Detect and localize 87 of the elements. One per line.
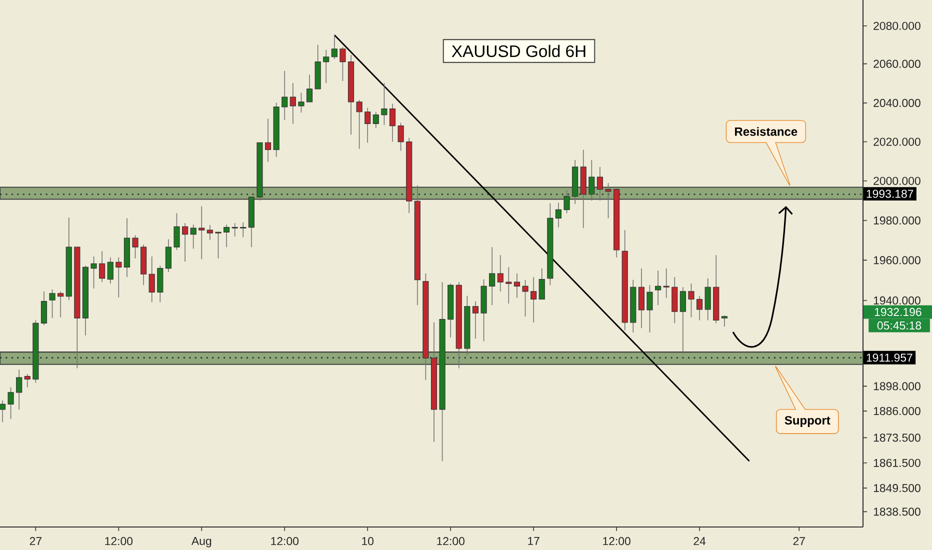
candlestick xyxy=(215,232,222,259)
x-tick-label: 12:00 xyxy=(271,537,299,546)
candlestick xyxy=(0,400,6,423)
candlestick xyxy=(381,82,388,126)
candlestick xyxy=(282,70,288,120)
candlestick xyxy=(182,222,188,262)
y-tick-label: 1861.500 xyxy=(874,458,920,467)
candlestick xyxy=(190,224,196,250)
candlestick xyxy=(331,34,338,60)
candlestick xyxy=(538,268,545,300)
candlestick xyxy=(16,369,22,410)
candlestick xyxy=(356,100,362,150)
candlestick xyxy=(240,222,246,238)
candlestick xyxy=(264,118,272,162)
y-tick-label: 2040.000 xyxy=(874,98,920,108)
x-tick-label: 10 xyxy=(362,537,374,546)
candlestick xyxy=(646,284,653,333)
candlestick xyxy=(107,256,114,284)
candlestick xyxy=(298,92,304,114)
y-tick-label: 1886.000 xyxy=(874,407,920,416)
y-tick-label: 1940.000 xyxy=(874,296,920,305)
candlestick xyxy=(389,103,396,142)
text: 05:45:18 xyxy=(877,321,922,330)
candlestick xyxy=(206,224,213,240)
ref-line-label: 1911.957 xyxy=(866,354,912,362)
candlestick xyxy=(522,279,528,317)
candlestick xyxy=(232,222,238,237)
candlestick xyxy=(8,386,14,420)
candlestick xyxy=(555,202,562,228)
x-tick-label: 27 xyxy=(793,537,805,546)
candlestick xyxy=(340,46,346,82)
y-tick-label: 1960.000 xyxy=(874,256,920,264)
candlestick xyxy=(721,314,728,327)
candlestick xyxy=(290,82,296,124)
candlestick xyxy=(398,122,404,152)
candlestick xyxy=(514,273,520,298)
x-tick-label: 12:00 xyxy=(105,537,133,546)
candlestick xyxy=(663,268,670,298)
candlestick xyxy=(489,246,496,306)
candlestick xyxy=(704,278,711,321)
candlestick xyxy=(364,107,371,144)
candlestick xyxy=(530,276,537,323)
candlestick xyxy=(680,286,686,354)
candlestick xyxy=(90,256,97,289)
candlestick xyxy=(688,283,694,318)
candlestick xyxy=(132,234,138,259)
candlestick xyxy=(24,374,30,388)
candlestick xyxy=(497,254,504,292)
candlestick xyxy=(40,291,48,326)
candlestick xyxy=(472,300,479,339)
candlestick xyxy=(306,74,313,102)
y-tick-label: 1898.000 xyxy=(874,382,920,390)
text: XAUUSD Gold 6H xyxy=(452,44,586,58)
candlestick xyxy=(696,295,703,321)
x-tick-label: 12:00 xyxy=(603,537,630,546)
annotation: Resistance xyxy=(735,127,798,136)
candlestick xyxy=(323,49,330,84)
y-tick-label: 1838.500 xyxy=(874,508,920,516)
candlestick xyxy=(372,111,379,128)
x-tick-label: 27 xyxy=(30,537,42,546)
y-tick-label: 1980.000 xyxy=(874,216,920,225)
annotation: Support xyxy=(784,416,830,427)
y-tick-label: 2060.000 xyxy=(874,60,920,68)
x-tick-label: Aug xyxy=(191,537,212,548)
y-tick-label: 1873.500 xyxy=(874,434,920,442)
y-tick-label: 1849.500 xyxy=(874,484,920,492)
candlestick xyxy=(49,288,56,318)
candlestick xyxy=(174,212,180,250)
text: 1932.196 xyxy=(874,308,922,316)
ref-line-label: 1993.187 xyxy=(866,190,914,198)
candlestick xyxy=(655,270,662,306)
candlestick xyxy=(198,206,205,260)
candlestick xyxy=(58,291,64,318)
x-tick-label: 24 xyxy=(694,537,706,546)
candlestick xyxy=(157,265,164,303)
x-tick-label: 12:00 xyxy=(437,537,464,546)
candlestick xyxy=(638,268,644,329)
candlestick xyxy=(165,238,172,272)
y-tick-label: 2080.000 xyxy=(874,22,920,30)
candlestick xyxy=(148,256,155,303)
candlestick xyxy=(99,250,106,282)
x-tick-label: 17 xyxy=(528,537,540,545)
candlestick xyxy=(506,266,512,304)
candlestick xyxy=(224,224,230,248)
y-tick-label: 2000.000 xyxy=(874,176,920,185)
candlestick xyxy=(116,256,122,298)
y-tick-label: 2020.000 xyxy=(874,138,920,146)
